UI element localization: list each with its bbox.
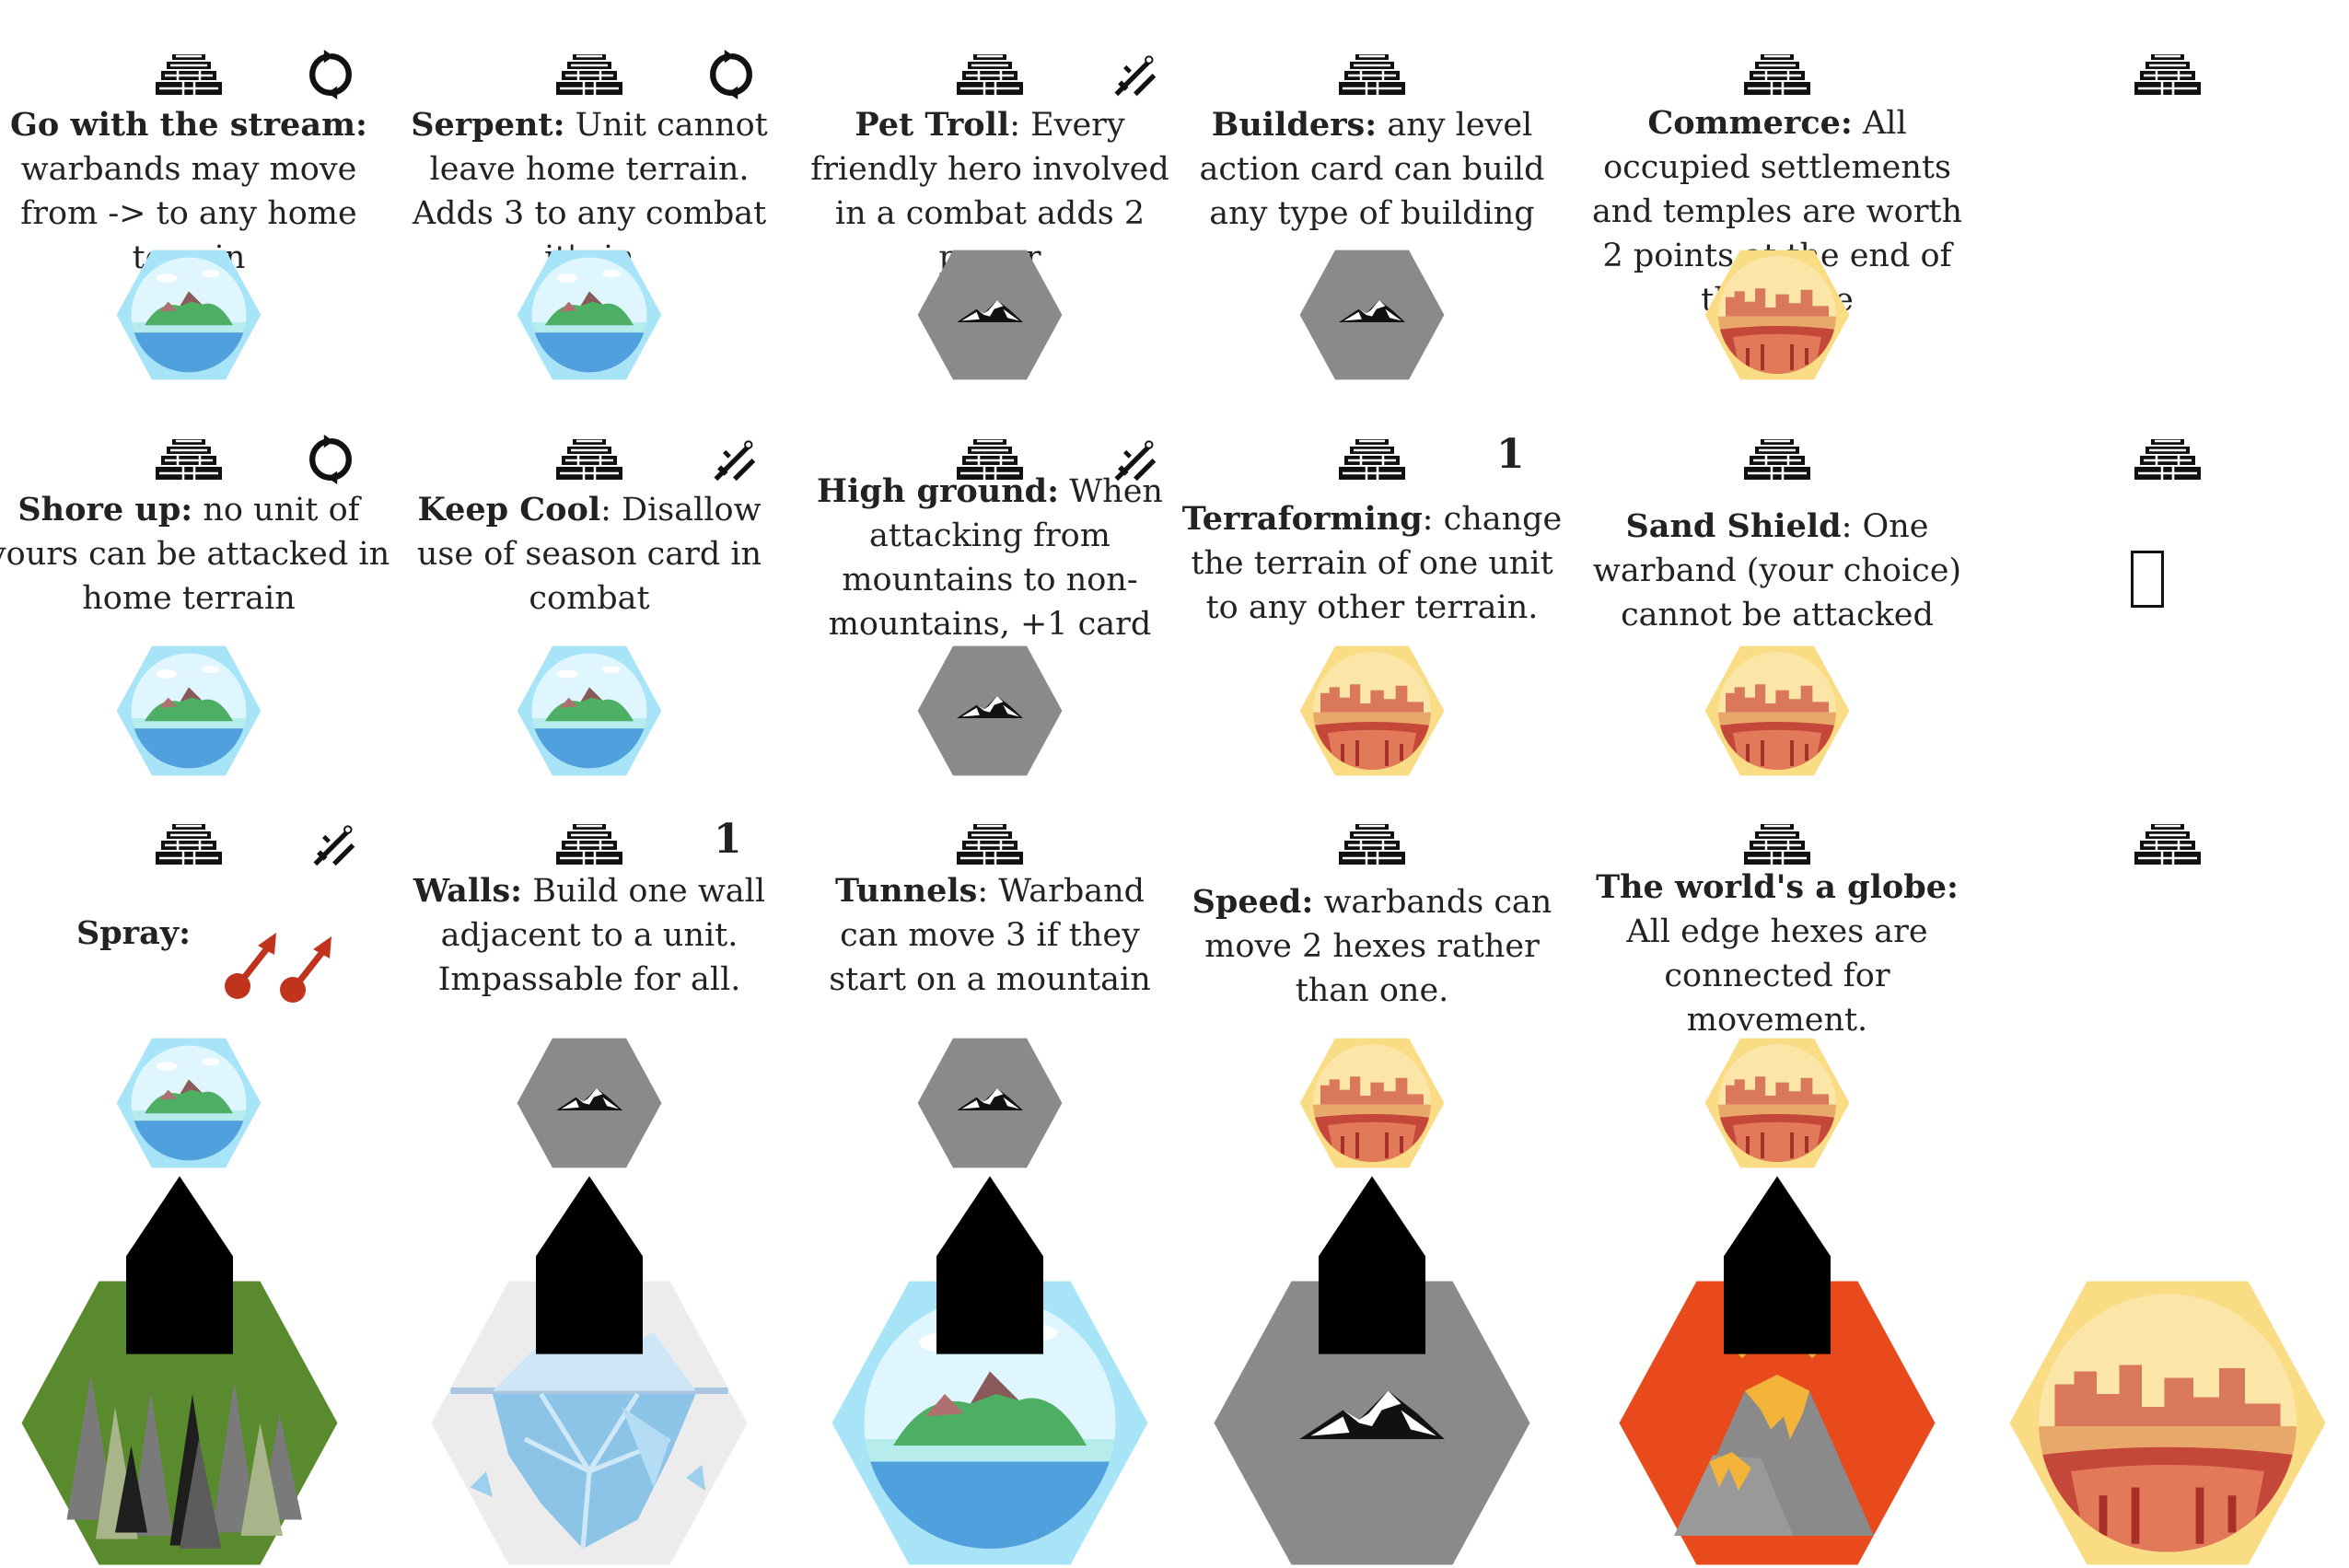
- ability-text: Shore up: no unit of yours can be attack…: [0, 488, 391, 621]
- crossed-knives-icon: [1108, 48, 1159, 99]
- temple-icon: [554, 52, 624, 97]
- temple-icon: [2133, 822, 2203, 866]
- mountain-hex-icon: [517, 1038, 662, 1168]
- temple-icon: [154, 52, 224, 97]
- ability-description: : Warband can move 3 if they start on a …: [829, 873, 1151, 998]
- mountain-hex-icon: [917, 250, 1063, 380]
- ability-text: Go with the stream: warbands may move fr…: [0, 103, 391, 280]
- ability-description: warbands can move 2 hexes rather than on…: [1204, 884, 1552, 1009]
- temple-icon: [2133, 437, 2203, 482]
- ability-name: Commerce:: [1647, 104, 1853, 142]
- ability-name: Serpent:: [411, 106, 565, 144]
- desert-hex-icon: [1704, 645, 1851, 777]
- ability-description: warbands may move from -> to any home te…: [20, 151, 357, 276]
- temple-icon: [1337, 437, 1407, 482]
- temple-icon: [1742, 437, 1812, 482]
- ability-name: Speed:: [1192, 883, 1314, 921]
- ability-description: When attacking from mountains to non-mou…: [828, 473, 1163, 643]
- ability-name: Walls:: [413, 872, 523, 910]
- temple-icon: [154, 437, 224, 482]
- mountain-hex-icon: [917, 645, 1063, 776]
- ability-name: Terraforming: [1181, 500, 1423, 538]
- desert-hex-icon: [1298, 1037, 1446, 1169]
- island-hex-icon: [516, 645, 663, 777]
- temple-icon: [1337, 822, 1407, 866]
- ability-text: Spray:: [41, 912, 226, 956]
- ability-name: Builders:: [1211, 106, 1378, 144]
- desert-hex-icon: [1704, 249, 1851, 381]
- ability-text: Tunnels: Warband can move 3 if they star…: [806, 869, 1174, 1002]
- player-pawn-icon: [936, 1176, 1043, 1354]
- player-pawn-icon: [536, 1176, 643, 1354]
- level-number: 1: [1496, 431, 1525, 478]
- temple-icon: [2133, 52, 2203, 97]
- ability-text: High ground: When attacking from mountai…: [806, 470, 1174, 646]
- ability-text: Terraforming: change the terrain of one …: [1179, 497, 1565, 630]
- temple-icon: [554, 437, 624, 482]
- ability-name: Sand Shield: [1625, 507, 1842, 545]
- temple-icon: [154, 822, 224, 866]
- ability-name: Shore up:: [17, 491, 193, 528]
- ability-text: Keep Cool: Disallow use of season card i…: [396, 488, 783, 621]
- temple-icon: [1742, 52, 1812, 97]
- player-pawn-icon: [126, 1176, 233, 1354]
- ability-text: Sand Shield: One warband (your choice) c…: [1584, 505, 1971, 637]
- crossed-knives-icon: [307, 818, 358, 869]
- cycle-icon: [706, 50, 756, 99]
- mountain-hex-icon: [917, 1038, 1063, 1168]
- ability-description: : change the terrain of one unit to any …: [1191, 501, 1563, 626]
- empty-card-placeholder: [2131, 551, 2164, 608]
- desert-hex-icon: [1704, 1037, 1851, 1169]
- ability-description: Build one wall adjacent to a unit. Impas…: [437, 873, 766, 998]
- ability-description: : One warband (your choice) cannot be at…: [1592, 508, 1962, 633]
- ability-description: no unit of yours can be attacked in home…: [0, 492, 390, 617]
- temple-icon: [554, 822, 624, 866]
- ability-name: Go with the stream:: [10, 106, 367, 144]
- player-pawn-icon: [1724, 1176, 1831, 1354]
- ability-name: Tunnels: [834, 872, 978, 910]
- crossed-knives-icon: [707, 433, 759, 484]
- ability-description: All edge hexes are connected for movemen…: [1626, 913, 1928, 1039]
- temple-icon: [955, 52, 1025, 97]
- temple-icon: [1337, 52, 1407, 97]
- island-hex-icon: [516, 249, 663, 381]
- ability-name: The world's a globe:: [1596, 868, 1959, 906]
- ability-name: High ground:: [817, 472, 1060, 510]
- ability-text: Walls: Build one wall adjacent to a unit…: [396, 869, 783, 1002]
- cycle-icon: [306, 435, 355, 484]
- level-number: 1: [714, 816, 742, 863]
- spray-arrows-icon: [225, 933, 331, 1003]
- ability-description: any level action card can build any type…: [1199, 107, 1545, 232]
- desert-hex-tile: [2006, 1278, 2329, 1568]
- mountain-hex-icon: [1299, 250, 1445, 380]
- ability-text: The world's a globe: All edge hexes are …: [1584, 865, 1971, 1042]
- player-pawn-icon: [1319, 1176, 1425, 1354]
- island-hex-icon: [115, 249, 262, 381]
- island-hex-icon: [115, 1037, 262, 1169]
- desert-hex-icon: [1298, 645, 1446, 777]
- ability-text: Speed: warbands can move 2 hexes rather …: [1179, 880, 1565, 1013]
- ability-text: Builders: any level action card can buil…: [1179, 103, 1565, 236]
- ability-name: Spray:: [76, 914, 192, 952]
- temple-icon: [955, 822, 1025, 866]
- temple-icon: [1742, 822, 1812, 866]
- cycle-icon: [306, 50, 355, 99]
- ability-name: Pet Troll: [855, 106, 1010, 144]
- ability-name: Keep Cool: [417, 491, 601, 528]
- island-hex-icon: [115, 645, 262, 777]
- ability-description: : Disallow use of season card in combat: [416, 492, 762, 617]
